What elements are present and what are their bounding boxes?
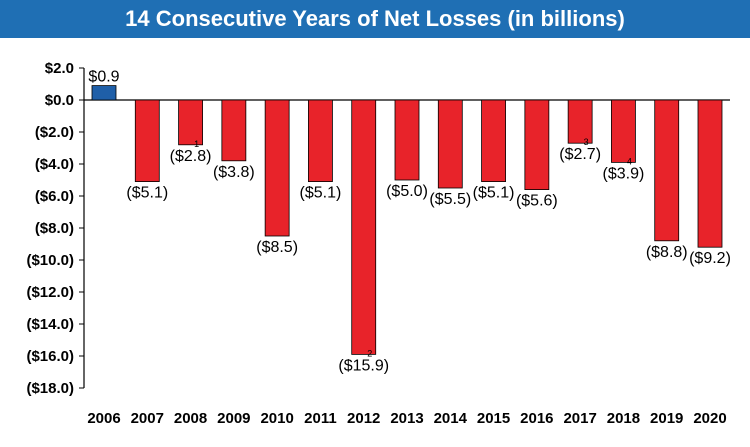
data-label-2006: $0.9: [88, 69, 119, 86]
y-tick-label: ($6.0): [35, 188, 74, 205]
y-tick-label: ($16.0): [26, 348, 74, 365]
data-label-2016: ($5.6): [516, 193, 558, 210]
y-tick-label: ($10.0): [26, 252, 74, 269]
x-tick-label: 2015: [477, 410, 510, 427]
x-tick-label: 2008: [174, 410, 207, 427]
footnote-mark: 3: [584, 137, 589, 147]
bar-2011: [308, 99, 333, 182]
y-tick-label: $0.0: [45, 92, 74, 109]
y-tick-label: ($18.0): [26, 380, 74, 397]
bar-2009: [221, 99, 247, 162]
y-tick-label: ($2.0): [35, 124, 74, 141]
x-tick-label: 2012: [347, 410, 380, 427]
data-label-2014: ($5.5): [429, 191, 471, 208]
chart-title-bar: 14 Consecutive Years of Net Losses (in b…: [0, 0, 750, 38]
bar-2015: [481, 99, 506, 182]
data-label-2010: ($8.5): [256, 239, 298, 256]
bar-2019: [654, 99, 680, 242]
bar-2017: [567, 99, 593, 144]
bar-2016: [524, 99, 550, 190]
data-label-2020: ($9.2): [689, 250, 731, 267]
data-label-2009: ($3.8): [213, 164, 255, 181]
bar-2006: [91, 85, 117, 101]
x-tick-label: 2020: [693, 410, 726, 427]
data-label-2008: ($2.8): [170, 148, 212, 165]
bar-2013: [394, 99, 420, 181]
x-tick-label: 2010: [260, 410, 293, 427]
x-tick-label: 2009: [217, 410, 250, 427]
y-tick-label: ($14.0): [26, 316, 74, 333]
y-tick-label: ($4.0): [35, 156, 74, 173]
footnote-mark: 2: [367, 348, 372, 358]
x-tick-label: 2016: [520, 410, 553, 427]
y-tick-label: ($8.0): [35, 220, 74, 237]
bar-2010: [264, 99, 290, 237]
x-tick-label: 2006: [87, 410, 120, 427]
footnote-mark: 4: [627, 156, 632, 166]
x-tick-label: 2014: [434, 410, 468, 427]
chart-title: 14 Consecutive Years of Net Losses (in b…: [125, 6, 625, 31]
data-label-2017: ($2.7): [559, 146, 601, 163]
y-tick-label: $2.0: [45, 60, 74, 77]
x-tick-label: 2013: [390, 410, 423, 427]
data-label-2015: ($5.1): [473, 185, 515, 202]
x-tick-label: 2017: [563, 410, 596, 427]
bar-2020: [697, 99, 723, 248]
x-tick-label: 2011: [304, 410, 337, 427]
data-label-2018: ($3.9): [603, 165, 645, 182]
bar-2018: [611, 99, 636, 163]
bar-2007: [134, 99, 160, 182]
data-label-2013: ($5.0): [386, 183, 428, 200]
x-tick-label: 2007: [131, 410, 164, 427]
data-label-2011: ($5.1): [300, 185, 342, 202]
x-tick-label: 2019: [650, 410, 683, 427]
data-label-2007: ($5.1): [126, 185, 168, 202]
x-tick-label: 2018: [607, 410, 640, 427]
y-tick-label: ($12.0): [26, 284, 74, 301]
bar-2014: [437, 99, 463, 189]
data-label-2012: ($15.9): [338, 357, 389, 374]
data-label-2019: ($8.8): [646, 244, 688, 261]
bar-2012: [351, 99, 377, 355]
bar-2008: [178, 99, 203, 146]
footnote-mark: 1: [194, 139, 199, 149]
